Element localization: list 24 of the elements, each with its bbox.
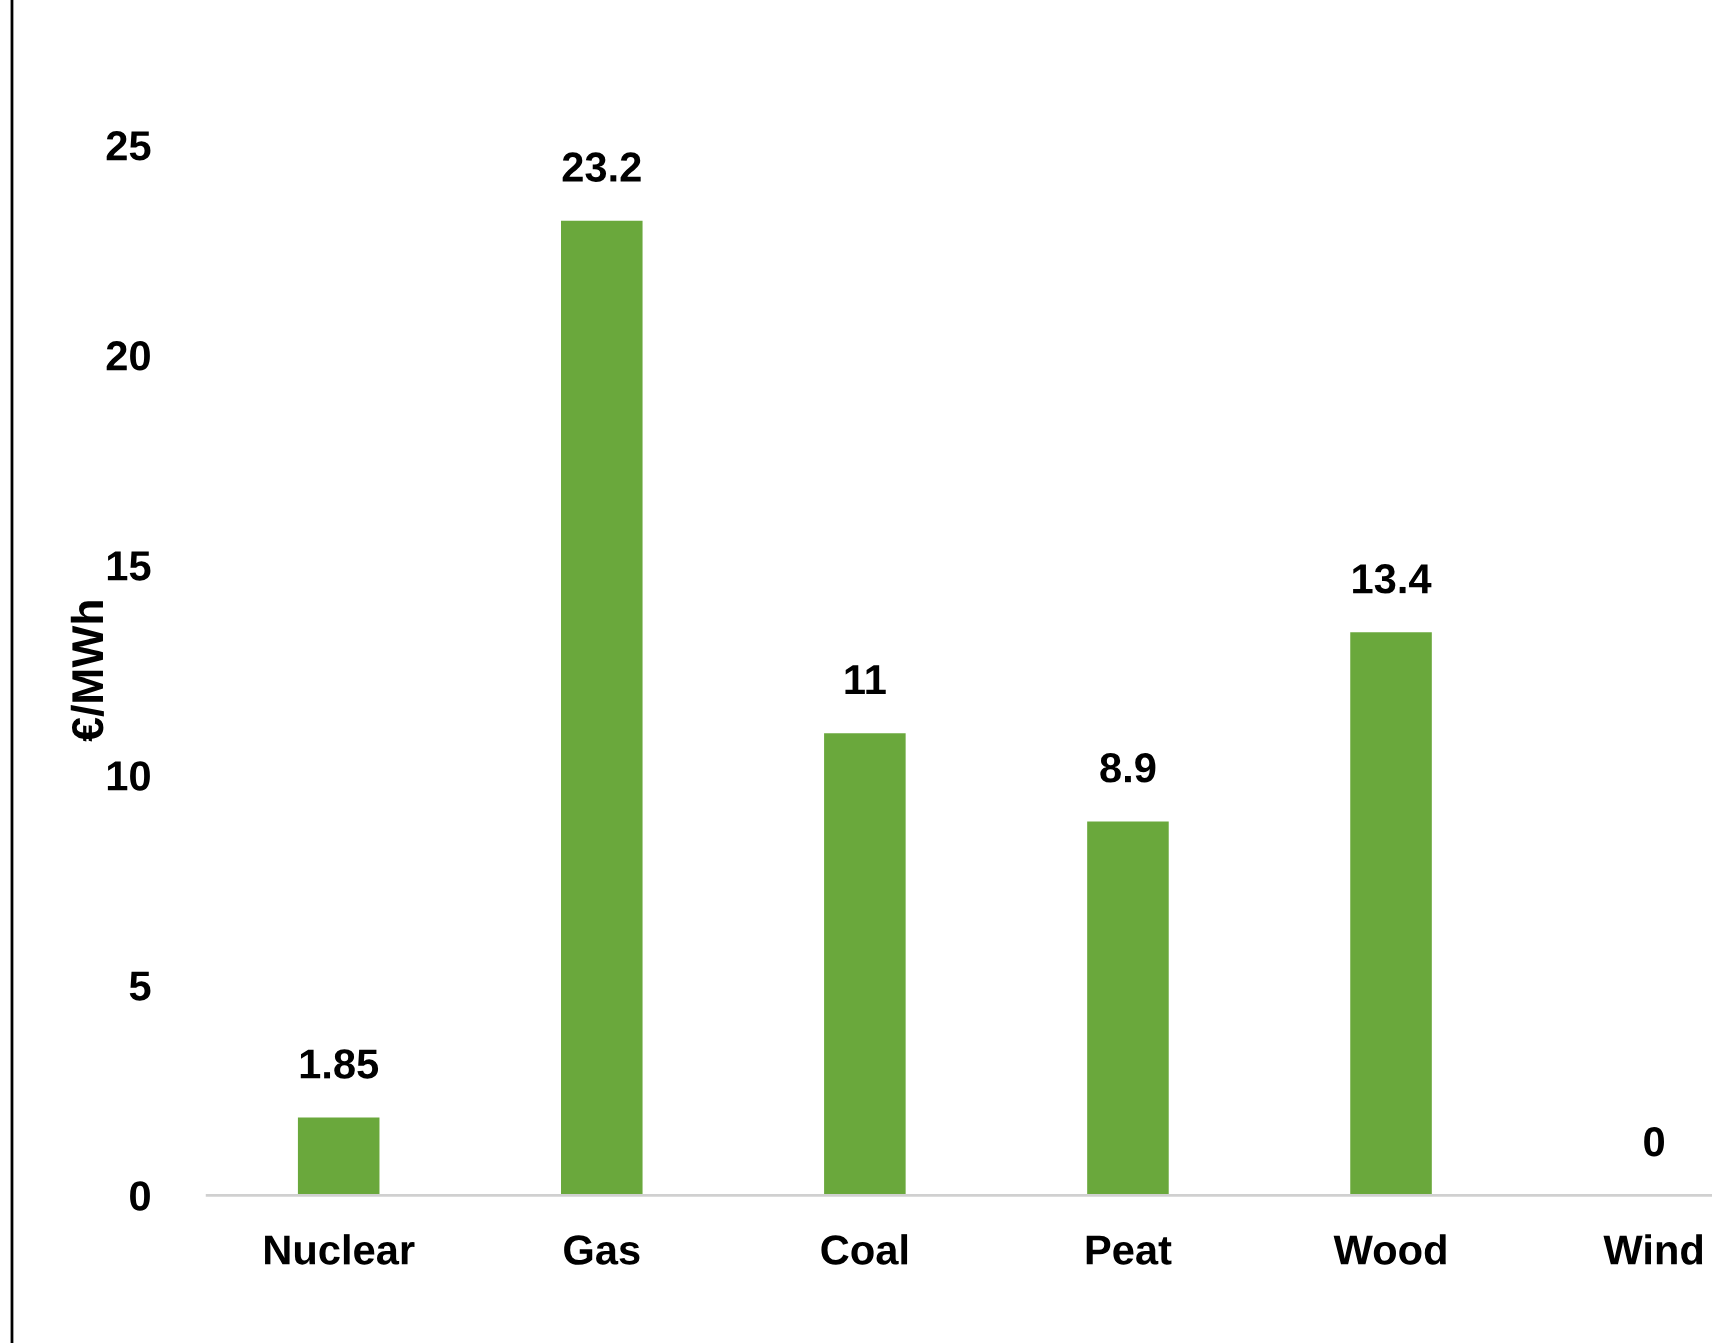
x-tick-label: Wind — [1603, 1234, 1703, 1265]
y-tick-label: 15 — [107, 551, 151, 581]
data-label: 11 — [845, 665, 886, 694]
x-tick-label: Peat — [1086, 1235, 1172, 1265]
y-tick-label: 0 — [130, 1181, 150, 1211]
bar — [1087, 821, 1169, 1196]
x-tick-label: Wood — [1333, 1234, 1446, 1265]
data-label: 0 — [1644, 1126, 1664, 1157]
y-tick-label: 10 — [107, 761, 150, 791]
bar — [1350, 632, 1432, 1196]
bar — [297, 1117, 380, 1196]
data-label: 23.2 — [562, 152, 641, 182]
y-tick-label: 25 — [106, 131, 151, 161]
bar — [824, 733, 906, 1196]
x-tick-label: Nuclear — [265, 1234, 415, 1265]
data-label: 8.9 — [1100, 753, 1156, 783]
x-tick-label: Coal — [821, 1234, 908, 1265]
data-label: 1.85 — [300, 1049, 379, 1079]
bar — [561, 220, 643, 1196]
data-label: 13.4 — [1353, 564, 1432, 594]
x-tick-label: Gas — [564, 1235, 640, 1265]
y-tick-label: 5 — [129, 971, 151, 1001]
y-tick-label: 20 — [106, 341, 150, 371]
y-axis-title: €/MWh — [70, 601, 104, 742]
